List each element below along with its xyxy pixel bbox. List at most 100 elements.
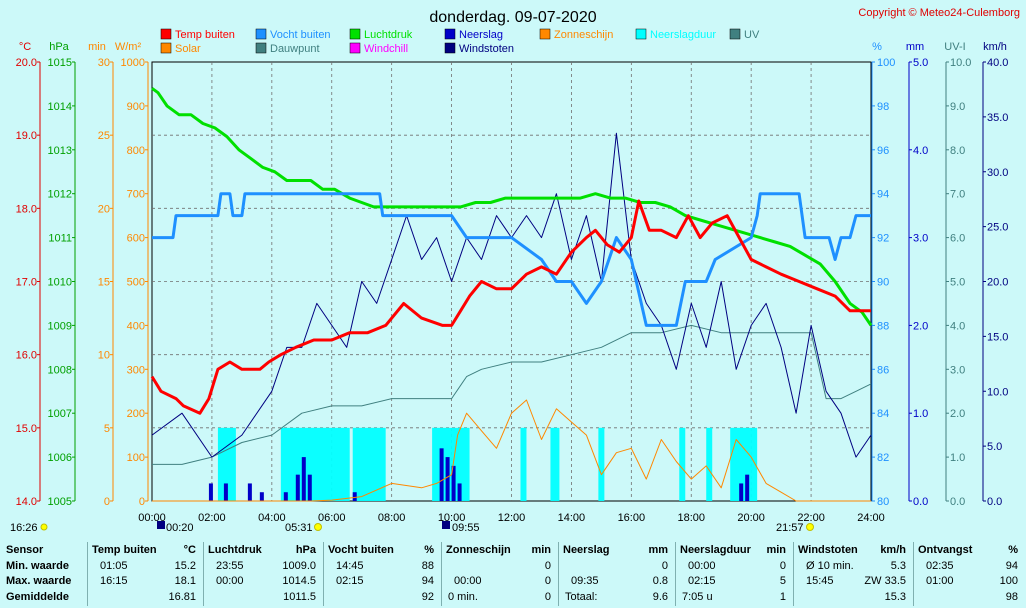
neerslag-bar [295,474,300,501]
stats-avg-value: 15.3 [884,591,906,603]
axis-tick-label-minutes: 20 [98,203,110,215]
neerslag-bar [259,492,264,501]
stats-avg-value: 92 [421,591,434,603]
axis-tick-label-uv: 2.0 [950,408,965,420]
axis-tick-label-humidity: 88 [877,320,889,332]
stats-col-unit: km/h [880,544,906,556]
legend-label: Solar [175,43,201,55]
moonset-icon [157,521,165,529]
stats-separator [558,542,559,606]
axis-tick-label-humidity: 92 [877,233,889,245]
chart-title: donderdag. 09-07-2020 [429,9,596,26]
axis-tick-label-solar: 400 [127,320,145,332]
axis-tick-label-rain: 5.0 [913,57,928,69]
axis-tick-label-wind: 30.0 [987,167,1008,179]
axis-tick-label-uv: 9.0 [950,101,965,113]
legend-swatch [729,28,741,40]
stats-col-name: Zonneschijn [446,544,511,556]
stats-column: Neerslagduur min 00:00 0 02:15 5 7:05 u 1 [675,540,790,608]
axis-tick-label-humidity: 82 [877,452,889,464]
legend-swatch [255,28,267,40]
stats-avg-value: 16.81 [168,591,196,603]
axis-tick-label-humidity: 84 [877,408,889,420]
axis-tick-label-minutes: 10 [98,350,110,362]
stats-col-unit: min [531,544,551,556]
stats-avg-value: 0 [544,591,551,603]
neerslagduur-bar [432,427,470,501]
stats-col-name: Temp buiten [92,544,157,556]
marker-label: 21:57 [776,522,804,534]
axis-tick-label-solar: 700 [127,189,145,201]
axis-tick-label-uv: 1.0 [950,452,965,464]
time-tick-label: 02:00 [198,512,226,524]
legend-label: Neerslagduur [650,29,716,41]
time-tick-label: 06:00 [318,512,346,524]
stats-separator [675,542,676,606]
stats-col-unit: % [1008,544,1018,556]
stats-max-value: 0.8 [652,575,668,587]
axis-unit-minutes: min [88,41,106,53]
axis-tick-label-humidity: 90 [877,277,889,289]
legend-label: Windchill [364,43,408,55]
stats-avg-label: 0 min. [448,591,478,603]
time-tick-label: 24:00 [857,512,885,524]
time-tick-label: 18:00 [677,512,705,524]
series-temp-buiten [150,199,871,415]
axis-tick-label-rain: 0.0 [913,496,928,508]
stats-avg-value: 1 [779,591,786,603]
axis-unit-rain: mm [906,41,924,53]
axis-tick-label-temp: 20.0 [16,57,37,69]
stats-col-name: Luchtdruk [208,544,262,556]
stats-max-time: 02:15 [688,575,716,587]
neerslag-bar [223,483,228,501]
sunset-icon [806,523,814,531]
axis-tick-label-pressure: 1009 [48,320,72,332]
axis-tick-label-wind: 25.0 [987,222,1008,234]
axis-tick-label-temp: 16.0 [16,350,37,362]
axis-unit-solar: W/m² [115,41,142,53]
stats-avg-value: 9.6 [652,591,668,603]
stats-row-min-label: Min. waarde [6,560,69,572]
stats-header-sensor: Sensor [6,544,44,556]
stats-col-name: Ontvangst [918,544,973,556]
stats-separator [913,542,914,606]
stats-min-value: 5.3 [890,560,906,572]
axis-tick-label-temp: 17.0 [16,277,37,289]
stats-max-time: 16:15 [100,575,128,587]
axis-tick-label-humidity: 94 [877,189,889,201]
stats-col-name: Windstoten [798,544,858,556]
stats-min-time: 14:45 [336,560,364,572]
axis-tick-label-uv: 4.0 [950,320,965,332]
axis-tick-label-pressure: 1007 [48,408,72,420]
axis-tick-label-humidity: 80 [877,496,889,508]
stats-column: Temp buiten °C 01:05 15.2 16:15 18.1 16.81 [87,540,200,608]
series-dauwpunt [152,324,872,465]
stats-max-time: 00:00 [454,575,482,587]
stats-column: Luchtdruk hPa 23:55 1009.0 00:00 1014.5 1011.5 [203,540,320,608]
stats-min-value: 0 [661,560,668,572]
axis-tick-label-solar: 200 [127,408,145,420]
axis-tick-label-pressure: 1015 [48,57,72,69]
axis-tick-label-rain: 2.0 [913,320,928,332]
marker-label: 16:26 [10,522,38,534]
stats-col-name: Neerslagduur [680,544,751,556]
neerslagduur-bar [520,427,527,501]
axis-tick-label-pressure: 1013 [48,145,72,157]
stats-max-value: ZW 33.5 [864,575,906,587]
stats-max-time: 01:00 [926,575,954,587]
stats-max-value: 94 [421,575,434,587]
axis-tick-label-pressure: 1010 [48,277,72,289]
axis-tick-label-humidity: 100 [877,57,895,69]
stats-min-value: 88 [421,560,434,572]
neerslag-bar [352,492,357,501]
axis-tick-label-humidity: 86 [877,364,889,376]
time-tick-label: 12:00 [498,512,526,524]
axis-tick-label-pressure: 1008 [48,364,72,376]
stats-min-time: 01:05 [100,560,128,572]
sunrise-icon [314,523,322,531]
legend-swatch [349,42,361,54]
axis-tick-label-humidity: 98 [877,101,889,113]
stats-row-max-label: Max. waarde [6,575,72,587]
axis-tick-label-solar: 600 [127,233,145,245]
stats-min-time: 00:00 [688,560,716,572]
